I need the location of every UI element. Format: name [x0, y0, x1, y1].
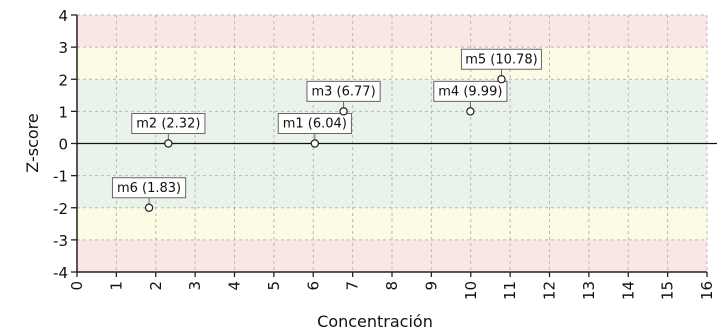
x-tick-label: 5 [265, 281, 283, 291]
y-tick-label: 3 [58, 39, 68, 57]
x-tick-label: 3 [186, 281, 204, 291]
x-tick-label: 2 [147, 281, 165, 291]
x-tick-label: 4 [226, 281, 244, 291]
band-1 [77, 207, 707, 240]
x-tick-label: 1 [107, 281, 125, 291]
point-marker [144, 203, 154, 212]
x-tick-label: 15 [659, 281, 677, 300]
callout-label: m4 (9.99) [438, 84, 502, 99]
y-tick-label: -1 [53, 168, 68, 186]
x-tick-label: 6 [304, 281, 322, 291]
x-tick-label: 14 [619, 281, 637, 300]
x-tick-label: 8 [383, 281, 401, 291]
y-tick-label: -4 [53, 264, 68, 282]
data-point-5: m5 (10.78) [460, 48, 542, 84]
y-tick-label: 2 [58, 71, 68, 89]
data-point-4: m4 (9.99) [433, 80, 508, 116]
callout-label: m3 (6.77) [311, 84, 375, 99]
x-tick-label: 10 [462, 281, 480, 300]
y-axis-title: Z-score [23, 113, 42, 172]
x-tick-label: 16 [698, 281, 716, 300]
callout-label: m5 (10.78) [465, 52, 537, 67]
band-4 [77, 15, 707, 48]
data-points: m1 (6.04) m2 (2.32) m3 (6.77) m4 (9.99) m5 (… [111, 48, 542, 212]
x-tick-label: 11 [501, 281, 519, 300]
data-point-6: m6 (1.83) [111, 177, 187, 212]
x-axis-title: Concentración [317, 312, 433, 331]
y-tick-label: -3 [53, 232, 68, 250]
callout-label: m2 (2.32) [136, 117, 200, 132]
y-tick-label: 4 [58, 7, 68, 25]
point-marker [164, 139, 173, 148]
x-tick-label: 13 [580, 281, 598, 300]
y-tick-label: 1 [58, 103, 68, 121]
callout-label: m6 (1.83) [117, 181, 181, 196]
x-tick-label: 7 [344, 281, 362, 291]
point-marker [310, 139, 320, 148]
data-point-1: m1 (6.04) [277, 113, 352, 148]
x-tick-label: 9 [422, 281, 440, 291]
point-marker [339, 107, 348, 116]
y-tick-label: -2 [53, 200, 68, 218]
x-tick-label: 12 [541, 281, 559, 300]
y-tick-label: 0 [58, 136, 68, 154]
data-point-3: m3 (6.77) [306, 80, 381, 116]
x-tick-label: 0 [68, 281, 86, 291]
data-point-2: m2 (2.32) [131, 113, 206, 148]
point-marker [466, 107, 475, 116]
axes-layer [71, 14, 717, 277]
callout-label: m1 (6.04) [283, 117, 347, 132]
point-marker [497, 75, 506, 84]
